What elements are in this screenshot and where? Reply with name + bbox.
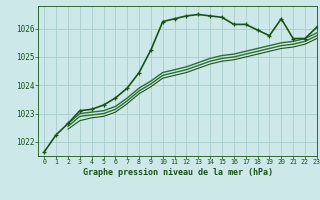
X-axis label: Graphe pression niveau de la mer (hPa): Graphe pression niveau de la mer (hPa) xyxy=(83,168,273,177)
